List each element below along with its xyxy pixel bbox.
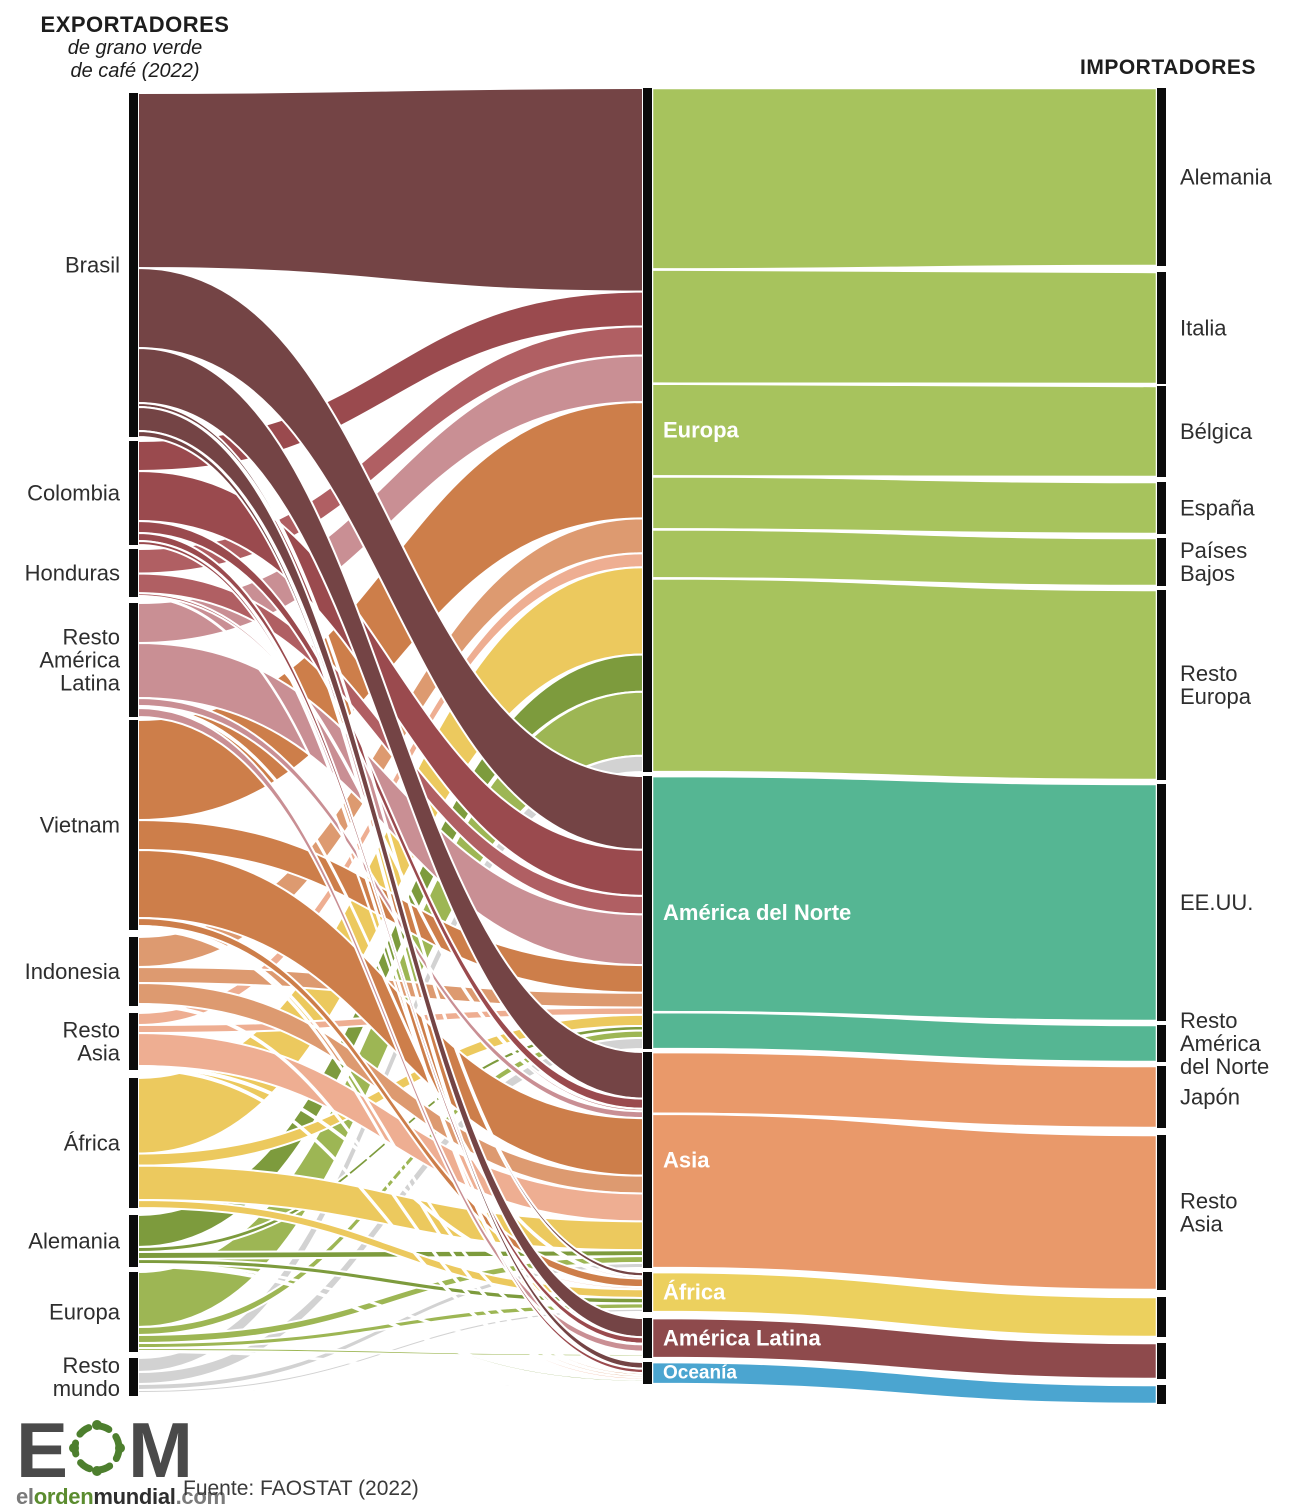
flow-europa-to-espana	[650, 475, 1159, 536]
node-importer-paises_bajos	[1157, 538, 1166, 586]
label-region-oceania: Oceanía	[663, 1363, 737, 1384]
label-exporter-resto_am_lat: Resto América Latina	[39, 625, 120, 696]
node-exporter-indonesia	[129, 937, 138, 1006]
label-exporter-vietnam: Vietnam	[40, 813, 120, 838]
node-importer-alemania	[1157, 88, 1166, 266]
label-importer-espana: España	[1180, 496, 1255, 521]
node-importer-resto_asia_im	[1157, 1135, 1166, 1290]
label-exporter-indonesia: Indonesia	[25, 959, 121, 984]
node-region-am_latina	[643, 1318, 652, 1358]
eom-logo-ring-icon	[68, 1419, 126, 1482]
node-importer-belgica	[1157, 386, 1166, 477]
label-importer-japon: Japón	[1180, 1085, 1240, 1110]
node-region-africa_m	[643, 1272, 652, 1312]
exporters-header: EXPORTADORES de grano verde de café (202…	[10, 12, 260, 83]
node-exporter-resto_am_lat	[129, 603, 138, 717]
source-note: Fuente: FAOSTAT (2022)	[183, 1477, 419, 1500]
label-exporter-resto_mundo: Resto mundo	[53, 1353, 120, 1401]
label-region-europa: Europa	[663, 418, 740, 443]
node-exporter-resto_asia_ex	[129, 1013, 138, 1070]
node-exporter-resto_mundo	[129, 1358, 138, 1396]
label-importer-resto_am_nor: Resto América del Norte	[1180, 1008, 1269, 1079]
eom-letter-e: E	[16, 1406, 68, 1494]
exporters-subtitle-line2: de café (2022)	[70, 60, 200, 83]
label-exporter-europa_ex: Europa	[49, 1300, 121, 1325]
exporters-title: EXPORTADORES	[40, 12, 230, 37]
node-region-europa	[643, 88, 652, 772]
node-importer-oceania_im	[1157, 1385, 1166, 1404]
label-importer-italia: Italia	[1180, 316, 1227, 341]
eom-letter-m: M	[128, 1406, 193, 1494]
node-importer-eeuu	[1157, 784, 1166, 1021]
node-exporter-europa_ex	[129, 1272, 138, 1352]
label-exporter-alemania_ex: Alemania	[28, 1229, 120, 1254]
eom-logo: E M	[16, 1406, 226, 1494]
flow-brasil-to-europa	[137, 87, 644, 293]
label-exporter-colombia: Colombia	[27, 481, 121, 506]
node-exporter-brasil	[129, 93, 138, 437]
label-region-am_norte: América del Norte	[663, 900, 851, 925]
exporters-subtitle-line1: de grano verde	[67, 37, 203, 60]
node-importer-resto_europa	[1157, 590, 1166, 780]
label-exporter-honduras: Honduras	[25, 561, 120, 586]
flow-europa-to-resto_europa	[650, 577, 1159, 782]
node-exporter-alemania_ex	[129, 1215, 138, 1267]
node-region-asia	[643, 1052, 652, 1268]
label-importer-paises_bajos: Países Bajos	[1180, 538, 1247, 586]
node-importer-resto_am_nor	[1157, 1025, 1166, 1062]
node-importer-am_latina_im	[1157, 1343, 1166, 1379]
label-importer-resto_asia_im: Resto Asia	[1180, 1189, 1237, 1237]
label-importer-belgica: Bélgica	[1180, 419, 1253, 444]
label-region-asia: Asia	[663, 1148, 710, 1173]
flow-europa-to-alemania	[650, 86, 1159, 271]
node-exporter-africa_ex	[129, 1078, 138, 1208]
flow-asia-to-resto_asia_im	[650, 1112, 1159, 1292]
node-importer-africa_im	[1157, 1297, 1166, 1337]
node-importer-japon	[1157, 1066, 1166, 1128]
node-exporter-vietnam	[129, 720, 138, 930]
label-importer-resto_europa: Resto Europa	[1180, 661, 1252, 709]
footer-branding: E M elordenmundial.com	[16, 1406, 226, 1509]
label-importer-alemania: Alemania	[1180, 165, 1272, 190]
node-region-oceania	[643, 1362, 652, 1384]
site-url: elordenmundial.com	[16, 1484, 226, 1509]
label-exporter-brasil: Brasil	[65, 253, 120, 278]
label-importer-eeuu: EE.UU.	[1180, 890, 1253, 915]
node-exporter-colombia	[129, 441, 138, 545]
importers-title: IMPORTADORES	[1080, 56, 1256, 79]
flow-am_norte-to-eeuu	[650, 774, 1159, 1023]
node-importer-italia	[1157, 272, 1166, 384]
node-region-am_norte	[643, 776, 652, 1049]
label-region-africa_m: África	[663, 1280, 726, 1305]
label-exporter-resto_asia_ex: Resto Asia	[63, 1018, 121, 1066]
label-region-am_latina: América Latina	[663, 1326, 821, 1351]
node-importer-espana	[1157, 482, 1166, 534]
node-exporter-honduras	[129, 549, 138, 597]
label-exporter-africa_ex: África	[64, 1131, 121, 1156]
flow-europa-to-italia	[650, 268, 1159, 386]
